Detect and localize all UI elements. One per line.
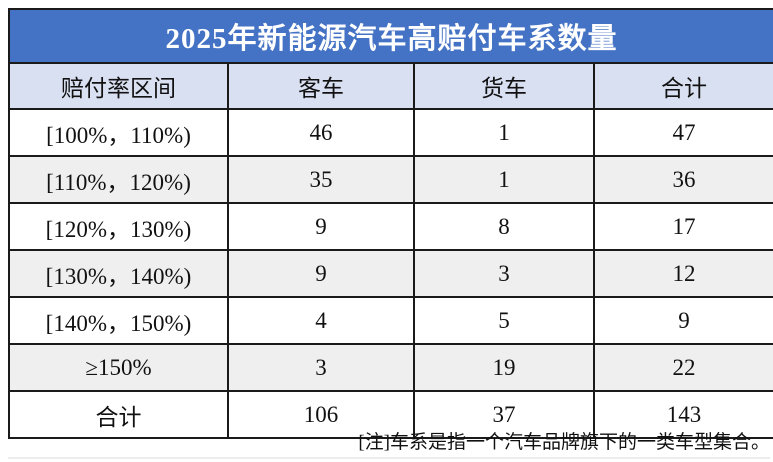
cell-range: [120%，130%) [8,202,229,251]
table-row: [120%，130%) 9 8 17 [8,202,773,251]
cell-range: [140%，150%) [8,296,229,345]
cell-passenger: 46 [227,108,415,157]
col-header-total: 合计 [592,62,773,110]
cell-range: ≥150% [8,343,229,392]
table-row: ≥150% 3 19 22 [8,343,773,392]
cell-total: 22 [592,343,773,392]
cell-truck: 19 [413,343,595,392]
claims-table: 2025年新能源汽车高赔付车系数量 赔付率区间 客车 货车 合计 [100%，1… [7,8,773,439]
table-header-row: 赔付率区间 客车 货车 合计 [8,62,773,110]
cell-total: 9 [592,296,773,345]
cell-passenger: 3 [227,343,415,392]
cell-truck: 1 [413,155,595,204]
col-header-truck: 货车 [413,62,595,110]
cell-truck: 1 [413,108,595,157]
cell-passenger: 9 [227,249,415,298]
cell-range: [100%，110%) [8,108,229,157]
cell-range: [130%，140%) [8,249,229,298]
col-header-claim-ratio-range: 赔付率区间 [8,62,229,110]
table-row: [130%，140%) 9 3 12 [8,249,773,298]
cell-truck: 8 [413,202,595,251]
cell-range: 合计 [8,390,229,439]
cell-total: 143 [592,390,773,439]
table-row-grand-total: 合计 106 37 143 [8,390,773,439]
cell-passenger: 4 [227,296,415,345]
cell-total: 47 [592,108,773,157]
col-header-passenger-vehicle: 客车 [227,62,415,110]
cell-range: [110%，120%) [8,155,229,204]
table-row: [100%，110%) 46 1 47 [8,108,773,157]
footnote: [注]车系是指一个汽车品牌旗下的一类车型集合。 [8,429,770,459]
cell-truck: 3 [413,249,595,298]
cell-total: 12 [592,249,773,298]
cell-passenger: 35 [227,155,415,204]
cell-truck: 5 [413,296,595,345]
table-row: [110%，120%) 35 1 36 [8,155,773,204]
cell-total: 17 [592,202,773,251]
table-title-row: 2025年新能源汽车高赔付车系数量 [7,8,773,64]
table-title: 2025年新能源汽车高赔付车系数量 [7,8,773,64]
cell-passenger: 106 [227,390,415,439]
cell-total: 36 [592,155,773,204]
cell-passenger: 9 [227,202,415,251]
cell-truck: 37 [413,390,595,439]
table-row: [140%，150%) 4 5 9 [8,296,773,345]
